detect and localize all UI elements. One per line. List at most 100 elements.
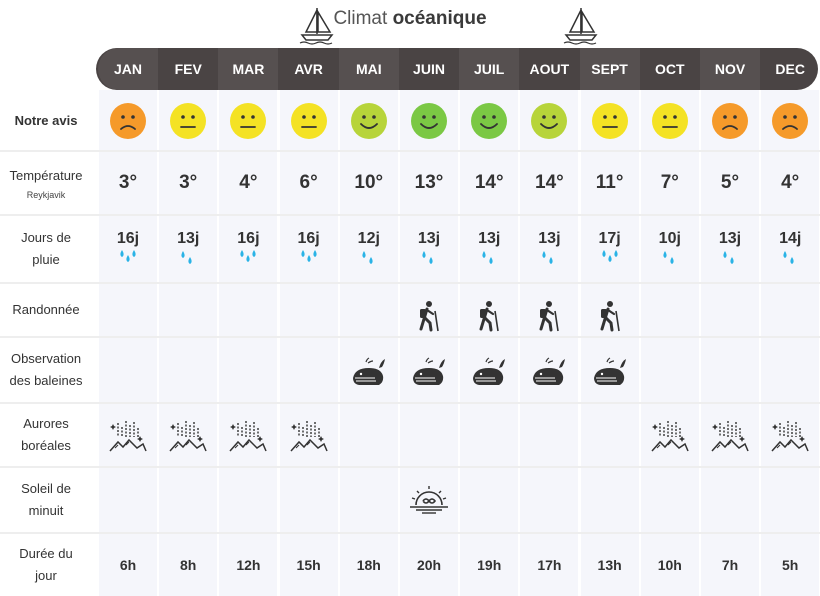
midnight-sun-cell <box>761 468 819 532</box>
avis-cell <box>460 92 518 150</box>
randonnee-label: Randonnée <box>12 302 80 317</box>
aurora-icon <box>711 417 749 453</box>
whale-cell <box>159 338 217 402</box>
whale-cell <box>99 338 157 402</box>
avis-cell <box>641 92 699 150</box>
smiley-neutral-icon <box>591 102 629 140</box>
temperature-value: 11° <box>595 172 624 193</box>
month-header-aout: AOUT <box>529 61 570 77</box>
day-length-cell: 12h <box>219 534 277 596</box>
month-column-band <box>159 90 218 596</box>
smiley-happy-light-icon <box>350 102 388 140</box>
temperature-value: 4° <box>239 172 258 193</box>
aurora-cell <box>159 404 217 466</box>
aurora-icon <box>109 417 147 453</box>
day-length-cell: 17h <box>520 534 578 596</box>
aurora-icon <box>169 417 207 453</box>
rain-cell: 17j <box>581 216 639 282</box>
day-length-cell: 19h <box>460 534 518 596</box>
temperature-sublabel: Reykjavik <box>26 190 66 200</box>
hiker-icon <box>476 300 502 332</box>
month-header-mai: MAI <box>338 48 399 90</box>
whale-icon <box>411 356 447 388</box>
aurora-cell <box>99 404 157 466</box>
smiley-neutral-icon <box>290 102 328 140</box>
rain-cell: 12j <box>340 216 398 282</box>
temperature-value: 3° <box>118 172 138 193</box>
rain-days-value: 17j <box>598 230 621 247</box>
row-label-temperature: Température Reykjavik <box>0 152 92 214</box>
avis-cell <box>400 92 458 150</box>
month-header-jan: JAN <box>98 48 158 90</box>
page-title: Climat océanique <box>0 8 820 30</box>
hiker-icon <box>597 300 623 332</box>
day-length-cell: 8h <box>159 534 217 596</box>
month-column-band <box>279 90 338 596</box>
temperature-value: 14° <box>535 172 564 193</box>
rain-days-value: 12j <box>357 230 380 247</box>
temperature-value: 7° <box>660 172 679 193</box>
temperature-cell: 13° <box>400 152 458 214</box>
hiking-cell <box>761 284 819 336</box>
avis-cell <box>581 92 639 150</box>
aurora-cell <box>520 404 578 466</box>
whale-cell <box>340 338 398 402</box>
month-header-oct: OCT <box>655 61 685 77</box>
rain-days-value: 16j <box>297 230 320 247</box>
temperature-cell: 14° <box>460 152 518 214</box>
rain-days-value: 13j <box>478 230 501 247</box>
month-column-band <box>339 90 398 596</box>
temperature-label: Température <box>9 168 83 183</box>
whale-cell <box>641 338 699 402</box>
temperature-value: 4° <box>781 172 800 193</box>
avis-cell <box>761 92 819 150</box>
day-length-value: 15h <box>296 557 321 573</box>
avis-cell <box>701 92 759 150</box>
row-divider <box>0 466 820 468</box>
day-length-value: 5h <box>782 557 799 573</box>
whale-icon <box>592 356 628 388</box>
aurora-cell <box>340 404 398 466</box>
row-divider <box>0 402 820 404</box>
rain-cell: 13j <box>400 216 458 282</box>
rain-days-value: 13j <box>417 230 441 247</box>
soleil-label-2: minuit <box>28 503 64 518</box>
aurores-label-2: boréales <box>21 438 71 453</box>
avis-cell <box>520 92 578 150</box>
whale-cell <box>400 338 458 402</box>
month-column-band <box>520 90 579 596</box>
smiley-neutral-icon <box>169 102 207 140</box>
row-label-duree: Durée du jour <box>0 534 92 596</box>
month-header-juil: JUIL <box>459 48 520 90</box>
rain-cell: 13j <box>520 216 578 282</box>
day-length-cell: 20h <box>400 534 458 596</box>
day-length-value: 7h <box>721 557 739 573</box>
sailboat-icon <box>562 6 600 46</box>
aurora-cell <box>701 404 759 466</box>
whale-cell <box>280 338 338 402</box>
hiking-cell <box>219 284 277 336</box>
temperature-value: 10° <box>354 172 384 193</box>
day-length-cell: 6h <box>99 534 157 596</box>
day-length-value: 8h <box>180 557 197 573</box>
row-label-soleil: Soleil de minuit <box>0 468 92 532</box>
temperature-cell: 11° <box>581 152 639 214</box>
month-column-band <box>460 90 519 596</box>
row-label-pluie: Jours de pluie <box>0 216 92 282</box>
whale-cell <box>761 338 819 402</box>
hiking-cell <box>400 284 458 336</box>
title-normal: Climat <box>333 8 393 29</box>
month-header-bar <box>96 48 818 90</box>
smiley-sad-icon <box>109 102 147 140</box>
day-length-value: 13h <box>597 557 622 573</box>
row-divider <box>0 150 820 152</box>
aurora-icon <box>290 417 328 453</box>
raindrop-icon <box>418 248 440 266</box>
aurora-icon <box>771 417 809 453</box>
month-header-avr: AVR <box>294 61 323 77</box>
month-header-fev: FEV <box>174 61 202 77</box>
whale-cell <box>581 338 639 402</box>
temperature-value: 5° <box>720 172 740 193</box>
aurora-cell <box>581 404 639 466</box>
midnight-sun-cell <box>219 468 277 532</box>
